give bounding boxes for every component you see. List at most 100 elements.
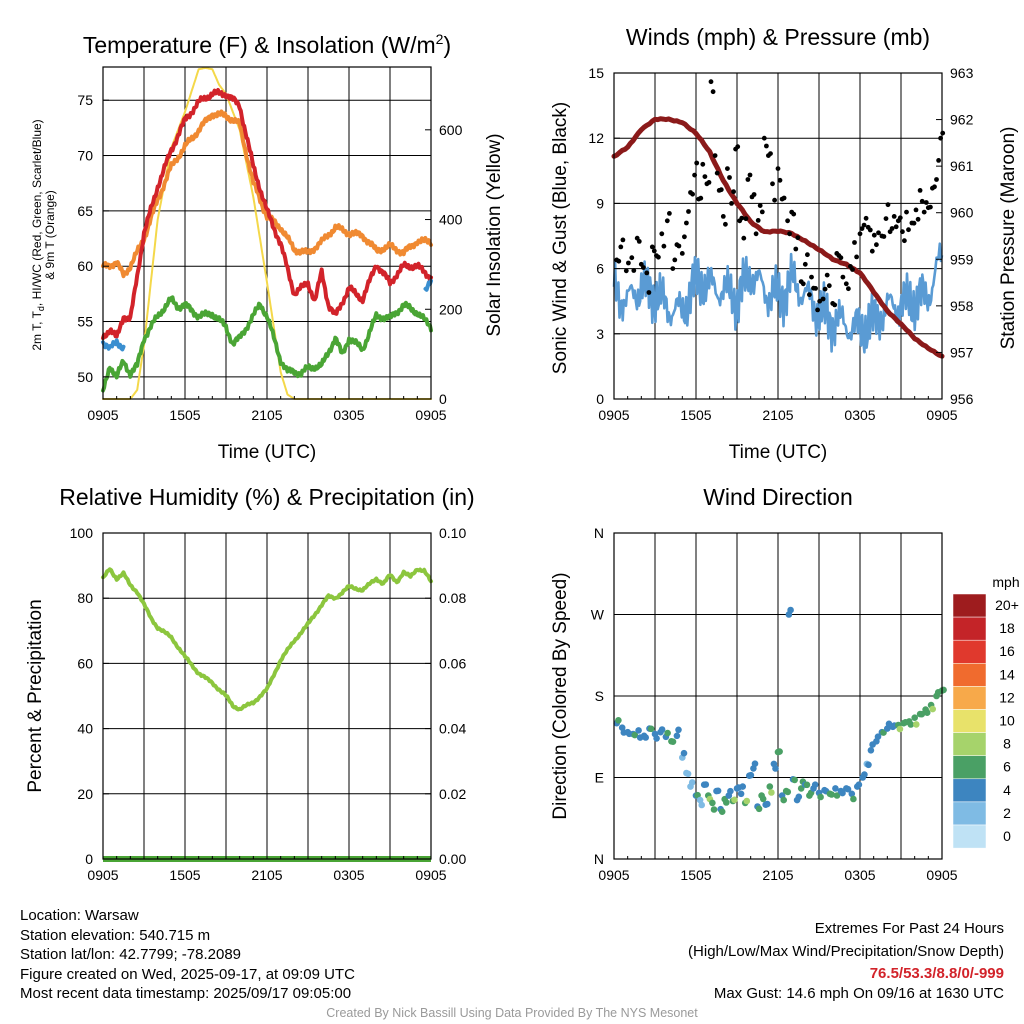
direction-point xyxy=(918,710,926,718)
x-tick-label: 0305 xyxy=(844,407,875,423)
gust-point xyxy=(712,153,718,159)
gust-point xyxy=(885,202,891,208)
direction-point xyxy=(795,793,803,801)
y-tick-label: 75 xyxy=(77,92,93,108)
gust-point xyxy=(700,161,706,167)
sonic-wind-line xyxy=(612,242,944,354)
direction-point xyxy=(787,606,794,614)
gust-point xyxy=(805,252,810,258)
extremes-info: Extremes For Past 24 Hours (High/Low/Max… xyxy=(688,919,1004,1003)
direction-point xyxy=(747,771,755,779)
direction-point xyxy=(850,795,857,803)
gust-point xyxy=(649,244,655,250)
x-tick-label: 1505 xyxy=(680,867,711,883)
gust-point xyxy=(753,231,759,237)
y-tick-label: 65 xyxy=(77,203,93,219)
gust-point xyxy=(850,267,855,272)
gust-point xyxy=(694,160,700,166)
x-tick-label: 1505 xyxy=(169,867,200,883)
gust-point xyxy=(755,218,761,223)
winds-panel: Winds (mph) & Pressure (mb) 0905 1505 2105… xyxy=(550,24,1019,463)
gust-point xyxy=(672,257,678,263)
legend-label: 16 xyxy=(999,643,1015,659)
gust-point xyxy=(857,231,863,237)
gust-point xyxy=(686,209,691,214)
y2-tick-label: 962 xyxy=(950,112,974,128)
direction-point xyxy=(710,806,718,813)
gust-point xyxy=(702,174,708,180)
gust-point xyxy=(772,197,777,203)
gust-point xyxy=(932,184,937,190)
direction-point xyxy=(751,760,759,767)
direction-point xyxy=(768,789,775,796)
legend-swatch xyxy=(952,709,987,733)
extremes-subtitle: (High/Low/Max Wind/Precipitation/Snow De… xyxy=(688,942,1004,960)
gust-point xyxy=(904,209,909,215)
x-tick-label: 1505 xyxy=(680,407,711,423)
gust-point xyxy=(768,151,773,157)
x-tick-label: 0905 xyxy=(926,867,957,883)
gust-point xyxy=(919,198,925,204)
gust-point xyxy=(817,298,823,304)
gust-point xyxy=(815,307,820,313)
legend-label: 10 xyxy=(999,713,1015,729)
extremes-values: 76.5/53.3/8.8/0/-999 xyxy=(869,965,1004,982)
gust-point xyxy=(800,281,806,287)
gust-point xyxy=(727,175,732,180)
relative-humidity-line xyxy=(101,567,433,712)
direction-point xyxy=(923,709,931,716)
gust-point xyxy=(714,170,720,176)
gust-point xyxy=(710,89,716,95)
gust-point xyxy=(911,220,917,226)
ylabel-subscript: d xyxy=(36,306,46,311)
direction-point xyxy=(784,788,792,796)
speed-color-legend: mph 20+ 18 16 14 12 10 8 6 4 2 0 xyxy=(952,574,1020,849)
y-tick-label: 80 xyxy=(77,590,93,606)
y-tick-label: 15 xyxy=(588,65,604,81)
max-gust-text: Max Gust: 14.6 mph On 09/16 at 1630 UTC xyxy=(713,984,1004,1002)
winds-grid xyxy=(614,72,942,400)
direction-point xyxy=(664,729,671,737)
legend-label: 14 xyxy=(999,666,1015,682)
gust-point xyxy=(670,266,676,271)
y2-tick-label: 600 xyxy=(439,122,463,138)
gust-point xyxy=(921,209,927,215)
heat-index-line-end xyxy=(423,279,433,292)
direction-point xyxy=(907,721,915,728)
gust-point xyxy=(684,220,689,226)
direction-point xyxy=(929,705,936,713)
direction-point xyxy=(772,765,779,772)
legend-swatch xyxy=(952,686,987,710)
direction-point xyxy=(709,799,716,807)
x-tick-label: 0905 xyxy=(415,867,446,883)
y2-tick-label: 0.04 xyxy=(439,721,466,737)
y-tick-label: 55 xyxy=(77,314,93,330)
y-tick-label: 0 xyxy=(596,391,604,407)
gust-point xyxy=(751,192,757,197)
direction-point xyxy=(940,686,947,694)
y-tick-label: 0 xyxy=(85,851,93,867)
winds-xlabel: Time (UTC) xyxy=(729,442,828,463)
direction-point xyxy=(817,793,824,801)
elevation-text: Station elevation: 540.715 m xyxy=(20,926,211,944)
gust-point xyxy=(936,158,941,163)
wind-direction-points xyxy=(613,606,947,815)
gust-point xyxy=(838,255,844,261)
gust-point xyxy=(741,235,747,241)
direction-point xyxy=(658,726,666,733)
y-tick-label: E xyxy=(595,770,604,786)
y-tick-label: N xyxy=(594,525,604,541)
direction-point xyxy=(848,790,856,798)
legend-swatch xyxy=(952,778,987,803)
gust-point xyxy=(706,180,712,185)
direction-point xyxy=(714,787,722,795)
gust-point xyxy=(735,144,741,150)
legend-label: 4 xyxy=(1003,782,1011,798)
gust-point xyxy=(644,270,650,276)
gust-point xyxy=(934,177,939,182)
gust-point xyxy=(764,143,769,149)
gust-point xyxy=(731,189,736,195)
legend-swatch xyxy=(952,824,987,849)
